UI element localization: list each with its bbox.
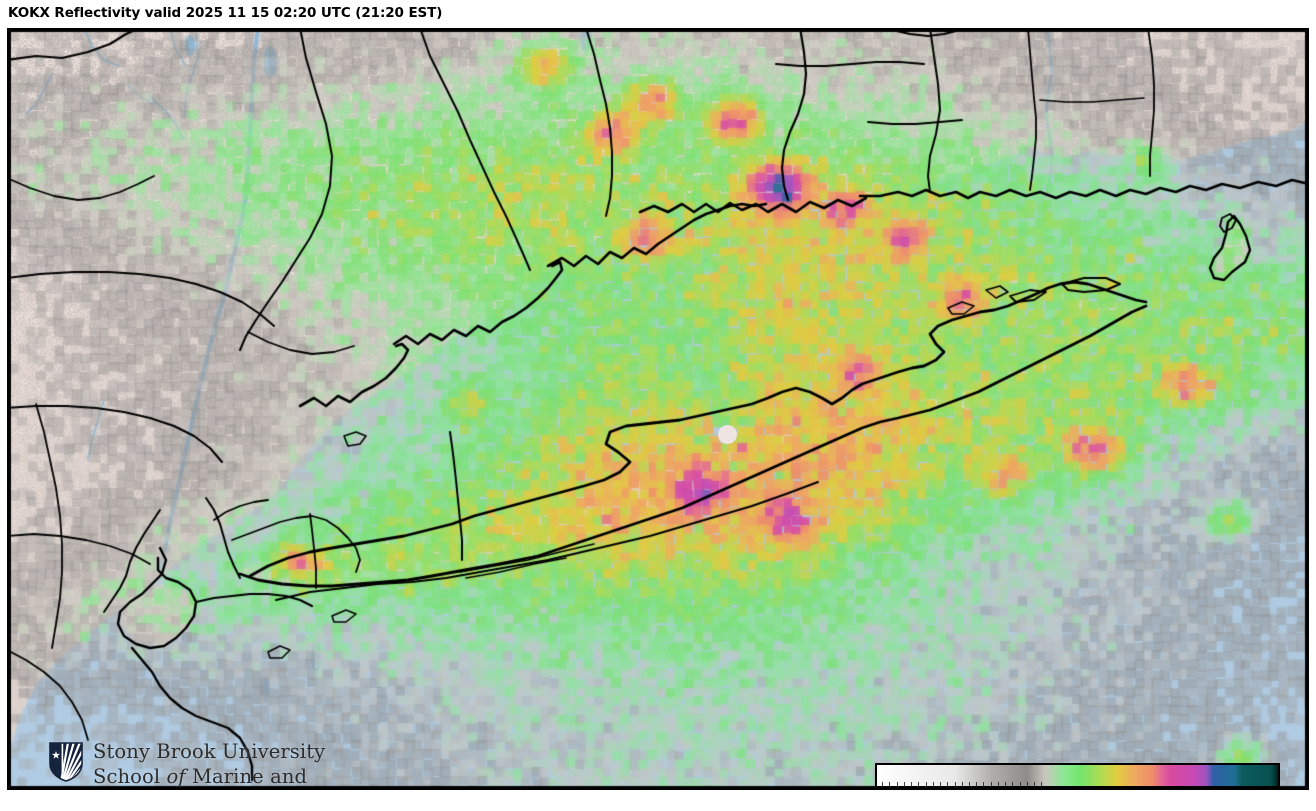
logo-text-block: Stony Brook University School of Marine … <box>93 740 326 790</box>
colorbar-ticks: 0204050607080 <box>882 782 1281 790</box>
logo-line-2-b: Marine and <box>185 764 308 788</box>
colorbar-minor-tick <box>889 782 891 787</box>
sbu-shield-icon <box>49 742 83 782</box>
colorbar-minor-tick <box>925 782 927 787</box>
colorbar-minor-tick <box>954 782 956 787</box>
reflectivity-colorbar: 0204050607080 <box>875 763 1287 790</box>
colorbar-minor-tick <box>997 782 999 787</box>
colorbar-minor-tick <box>961 782 963 787</box>
colorbar-minor-tick <box>976 782 978 787</box>
colorbar-gradient <box>877 765 1278 786</box>
colorbar-minor-tick <box>932 782 934 787</box>
sbu-somas-logo: Stony Brook University School of Marine … <box>49 740 349 790</box>
colorbar-minor-tick <box>903 782 905 787</box>
logo-line-1: Stony Brook University <box>93 740 326 763</box>
colorbar-minor-tick <box>1019 782 1021 787</box>
colorbar-minor-tick <box>940 782 942 787</box>
colorbar-tick <box>1208 788 1209 790</box>
colorbar-minor-tick <box>1034 782 1036 787</box>
colorbar-minor-tick <box>1026 782 1028 787</box>
colorbar-tick <box>1172 788 1173 790</box>
logo-line-2: School of Marine and <box>93 764 325 789</box>
radar-map-panel[interactable]: 0204050607080 <box>7 28 1309 790</box>
title-bar: KOKX Reflectivity valid 2025 11 15 02:20… <box>8 4 1308 24</box>
colorbar-tick <box>1063 788 1064 790</box>
colorbar-tick <box>991 788 992 790</box>
colorbar-tick <box>1135 788 1136 790</box>
colorbar-minor-tick <box>947 782 949 787</box>
colorbar-tick <box>1280 788 1281 790</box>
colorbar-minor-tick <box>1012 782 1014 787</box>
colorbar-minor-tick <box>896 782 898 787</box>
colorbar-minor-tick <box>1005 782 1007 787</box>
colorbar-minor-tick <box>969 782 971 787</box>
colorbar-minor-tick <box>983 782 985 787</box>
page-title: KOKX Reflectivity valid 2025 11 15 02:20… <box>8 5 443 21</box>
colorbar-minor-tick <box>882 782 884 787</box>
logo-line-3: Atmospheric Sciences <box>93 789 325 790</box>
colorbar-minor-tick <box>918 782 920 787</box>
colorbar-bar <box>875 763 1280 788</box>
colorbar-minor-tick <box>990 782 992 787</box>
colorbar-minor-tick <box>911 782 913 787</box>
logo-line-2-a: School <box>93 764 167 788</box>
colorbar-minor-tick <box>1041 782 1043 787</box>
logo-line-2-italic: of <box>166 764 186 788</box>
colorbar-tick <box>1244 788 1245 790</box>
radar-map-canvas[interactable] <box>9 30 1307 788</box>
